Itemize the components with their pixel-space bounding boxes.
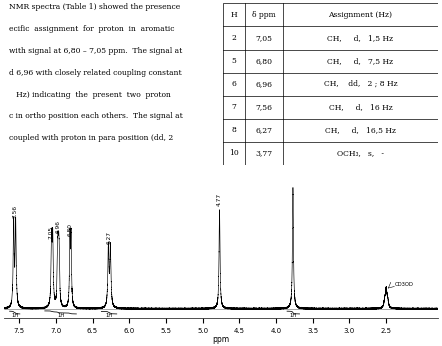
Text: 7,56: 7,56 <box>255 103 272 111</box>
Text: 8: 8 <box>232 126 236 134</box>
Text: CH,     d,   7,5 Hz: CH, d, 7,5 Hz <box>328 57 393 65</box>
Text: ecific  assignment  for  proton  in  aromatic: ecific assignment for proton in aromatic <box>9 25 174 33</box>
Text: c in ortho position each others.  The signal at: c in ortho position each others. The sig… <box>9 112 183 120</box>
Text: Hz) indicating  the  present  two  proton: Hz) indicating the present two proton <box>9 91 171 99</box>
Text: 7,05: 7,05 <box>255 34 272 42</box>
Text: 6,27: 6,27 <box>255 126 272 134</box>
Text: Assignment (Hz): Assignment (Hz) <box>328 11 392 19</box>
Text: 5: 5 <box>232 57 236 65</box>
Text: CH,     d,   16 Hz: CH, d, 16 Hz <box>328 103 392 111</box>
Text: CD3OD: CD3OD <box>395 282 414 287</box>
X-axis label: ppm: ppm <box>213 335 229 344</box>
Text: 4.77: 4.77 <box>217 193 222 206</box>
Text: 1H: 1H <box>290 313 297 318</box>
Text: CH,     d,   16,5 Hz: CH, d, 16,5 Hz <box>325 126 396 134</box>
Text: NMR spectra (Table 1) showed the presence: NMR spectra (Table 1) showed the presenc… <box>9 3 180 11</box>
Text: 1H: 1H <box>11 313 18 318</box>
Text: 10: 10 <box>229 149 239 157</box>
Text: 6,96: 6,96 <box>255 80 272 88</box>
Text: 7.56: 7.56 <box>12 205 17 218</box>
Text: 6.27: 6.27 <box>107 231 112 244</box>
Text: δ ppm: δ ppm <box>252 11 276 19</box>
Text: 6: 6 <box>232 80 236 88</box>
Text: 2: 2 <box>232 34 236 42</box>
Text: 1H: 1H <box>106 313 113 318</box>
Text: H: H <box>231 11 237 19</box>
Text: CH,    dd,   2 ; 8 Hz: CH, dd, 2 ; 8 Hz <box>324 80 397 88</box>
Text: coupled with proton in para position (dd, 2: coupled with proton in para position (dd… <box>9 134 173 142</box>
Text: 6.80: 6.80 <box>67 223 72 236</box>
Text: 7: 7 <box>232 103 236 111</box>
Text: 6,80: 6,80 <box>255 57 272 65</box>
Text: d 6,96 with closely related coupling constant: d 6,96 with closely related coupling con… <box>9 69 181 77</box>
Text: OCH₃,   s,   -: OCH₃, s, - <box>337 149 384 157</box>
Text: 6.96: 6.96 <box>55 220 60 233</box>
Text: 7.05: 7.05 <box>49 226 54 239</box>
Text: 1H: 1H <box>57 313 64 318</box>
Text: 3,77: 3,77 <box>255 149 272 157</box>
Text: CH,     d,   1,5 Hz: CH, d, 1,5 Hz <box>328 34 393 42</box>
Text: with signal at 6,80 – 7,05 ppm.  The signal at: with signal at 6,80 – 7,05 ppm. The sign… <box>9 47 182 55</box>
